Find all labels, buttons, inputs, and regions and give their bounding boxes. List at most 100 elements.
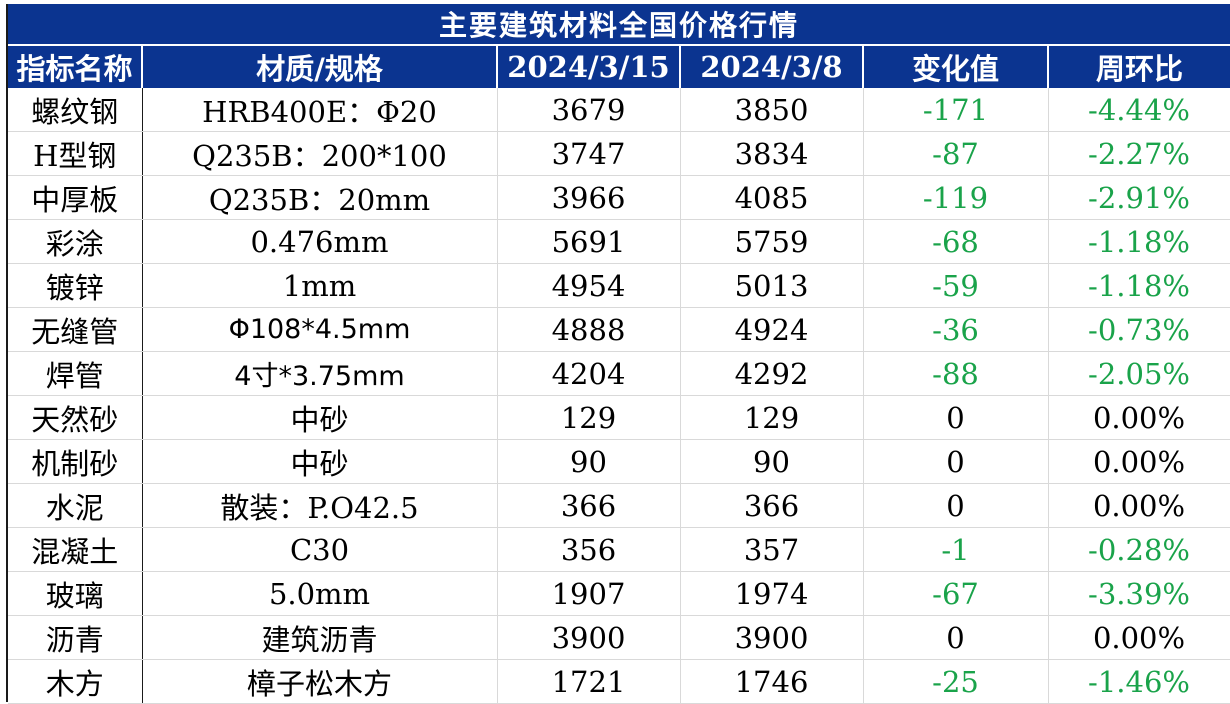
cell-change: -59: [863, 263, 1049, 308]
table-row: 玻璃 5.0mm 1907 1974 -67 -3.39%: [8, 571, 1230, 616]
table-row: 机制砂 中砂 90 90 0 0.00%: [8, 439, 1230, 484]
cell-previous-price: 5013: [680, 263, 864, 308]
cell-week-pct: -3.39%: [1048, 571, 1230, 616]
cell-previous-price: 90: [680, 439, 864, 484]
cell-current-price: 4954: [497, 263, 681, 308]
table-row: 无缝管 Φ108*4.5mm 4888 4924 -36 -0.73%: [8, 307, 1230, 352]
cell-week-pct: -0.28%: [1048, 527, 1230, 572]
cell-spec: 1mm: [142, 263, 498, 308]
cell-week-pct: -2.05%: [1048, 351, 1230, 396]
cell-current-price: 4204: [497, 351, 681, 396]
cell-change: 0: [863, 483, 1049, 528]
cell-material-name: 混凝土: [8, 527, 143, 572]
cell-change: -88: [863, 351, 1049, 396]
cell-spec: Φ108*4.5mm: [142, 307, 498, 352]
cell-week-pct: 0.00%: [1048, 615, 1230, 660]
cell-material-name: 沥青: [8, 615, 143, 660]
header-change: 变化值: [862, 45, 1048, 88]
cell-week-pct: 0.00%: [1048, 483, 1230, 528]
cell-spec: 樟子松木方: [142, 659, 498, 704]
cell-previous-price: 366: [680, 483, 864, 528]
cell-change: 0: [863, 439, 1049, 484]
cell-material-name: 机制砂: [8, 439, 143, 484]
cell-current-price: 1907: [497, 571, 681, 616]
cell-spec: 散装：P.O42.5: [142, 483, 498, 528]
cell-previous-price: 1974: [680, 571, 864, 616]
table-row: 沥青 建筑沥青 3900 3900 0 0.00%: [8, 615, 1230, 660]
table-row: 镀锌 1mm 4954 5013 -59 -1.18%: [8, 263, 1230, 308]
cell-change: -1: [863, 527, 1049, 572]
cell-current-price: 356: [497, 527, 681, 572]
cell-change: -67: [863, 571, 1049, 616]
cell-material-name: 彩涂: [8, 219, 143, 264]
header-week-pct: 周环比: [1046, 45, 1230, 88]
cell-previous-price: 4924: [680, 307, 864, 352]
cell-current-price: 3747: [497, 131, 681, 176]
cell-material-name: 焊管: [8, 351, 143, 396]
cell-material-name: H型钢: [8, 131, 143, 176]
cell-change: -36: [863, 307, 1049, 352]
cell-current-price: 129: [497, 395, 681, 440]
table-row: 水泥 散装：P.O42.5 366 366 0 0.00%: [8, 483, 1230, 528]
cell-material-name: 天然砂: [8, 395, 143, 440]
cell-week-pct: 0.00%: [1048, 439, 1230, 484]
cell-change: -87: [863, 131, 1049, 176]
header-previous-date: 2024/3/8: [679, 45, 863, 88]
header-row: 指标名称 材质/规格 2024/3/15 2024/3/8 变化值 周环比: [8, 45, 1230, 88]
cell-current-price: 5691: [497, 219, 681, 264]
cell-previous-price: 3900: [680, 615, 864, 660]
cell-spec: Q235B：20mm: [142, 175, 498, 220]
title-row: 主要建筑材料全国价格行情: [8, 4, 1230, 46]
table-row: H型钢 Q235B：200*100 3747 3834 -87 -2.27%: [8, 131, 1230, 176]
cell-material-name: 木方: [8, 659, 143, 704]
cell-current-price: 90: [497, 439, 681, 484]
cell-change: 0: [863, 395, 1049, 440]
cell-week-pct: -1.18%: [1048, 219, 1230, 264]
table-title: 主要建筑材料全国价格行情: [8, 4, 1230, 46]
cell-previous-price: 3834: [680, 131, 864, 176]
cell-change: -171: [863, 88, 1049, 132]
cell-material-name: 螺纹钢: [8, 88, 143, 132]
cell-week-pct: -2.27%: [1048, 131, 1230, 176]
header-name: 指标名称: [8, 45, 142, 88]
table-row: 中厚板 Q235B：20mm 3966 4085 -119 -2.91%: [8, 175, 1230, 220]
table-row: 天然砂 中砂 129 129 0 0.00%: [8, 395, 1230, 440]
cell-spec: HRB400E：Φ20: [142, 88, 498, 132]
cell-current-price: 3966: [497, 175, 681, 220]
cell-previous-price: 357: [680, 527, 864, 572]
cell-current-price: 3679: [497, 88, 681, 132]
price-table-sheet: 主要建筑材料全国价格行情 指标名称 材质/规格 2024/3/15 2024/3…: [6, 4, 1230, 704]
cell-spec: C30: [142, 527, 498, 572]
cell-week-pct: -1.46%: [1048, 659, 1230, 704]
cell-week-pct: -1.18%: [1048, 263, 1230, 308]
table-row: 木方 樟子松木方 1721 1746 -25 -1.46%: [8, 659, 1230, 704]
cell-spec: Q235B：200*100: [142, 131, 498, 176]
cell-change: 0: [863, 615, 1049, 660]
cell-material-name: 水泥: [8, 483, 143, 528]
cell-week-pct: -0.73%: [1048, 307, 1230, 352]
cell-previous-price: 129: [680, 395, 864, 440]
cell-previous-price: 1746: [680, 659, 864, 704]
table-row: 螺纹钢 HRB400E：Φ20 3679 3850 -171 -4.44%: [8, 88, 1230, 132]
cell-current-price: 1721: [497, 659, 681, 704]
cell-previous-price: 4292: [680, 351, 864, 396]
header-spec: 材质/规格: [141, 45, 497, 88]
cell-material-name: 中厚板: [8, 175, 143, 220]
cell-current-price: 3900: [497, 615, 681, 660]
cell-previous-price: 4085: [680, 175, 864, 220]
header-current-date: 2024/3/15: [496, 45, 680, 88]
cell-spec: 中砂: [142, 395, 498, 440]
cell-spec: 5.0mm: [142, 571, 498, 616]
cell-previous-price: 5759: [680, 219, 864, 264]
cell-change: -25: [863, 659, 1049, 704]
cell-current-price: 4888: [497, 307, 681, 352]
cell-spec: 4寸*3.75mm: [142, 351, 498, 396]
table-row: 焊管 4寸*3.75mm 4204 4292 -88 -2.05%: [8, 351, 1230, 396]
cell-material-name: 玻璃: [8, 571, 143, 616]
cell-current-price: 366: [497, 483, 681, 528]
cell-previous-price: 3850: [680, 88, 864, 132]
cell-spec: 0.476mm: [142, 219, 498, 264]
cell-week-pct: 0.00%: [1048, 395, 1230, 440]
cell-material-name: 无缝管: [8, 307, 143, 352]
cell-spec: 建筑沥青: [142, 615, 498, 660]
